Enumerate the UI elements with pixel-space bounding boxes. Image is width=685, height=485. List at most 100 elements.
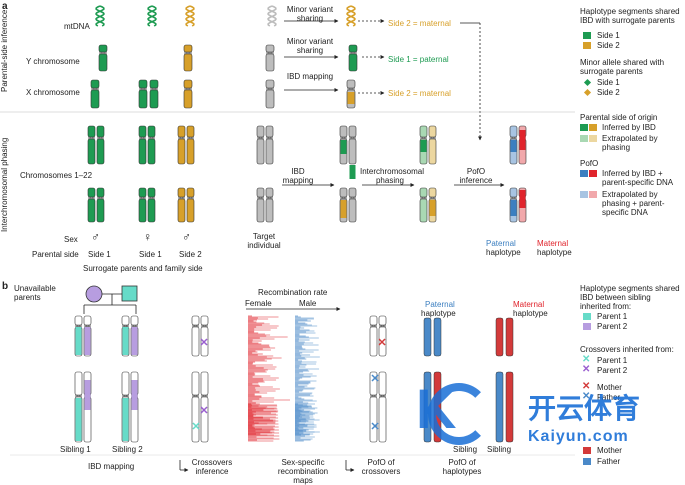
- watermark-sub: Kaiyun.com: [528, 428, 629, 445]
- sib2-s2: [131, 327, 138, 355]
- step-recomb-maps: Sex-specific recombination maps: [277, 458, 329, 485]
- surrogate-caption: Surrogate parents and family side: [83, 264, 203, 273]
- pofo-cross-top-l: [369, 315, 378, 357]
- legend-swatch-pofo-pat-light: [580, 191, 588, 198]
- paternal-label-a: Paternal: [486, 239, 516, 248]
- auto-pofo-seg-1: [510, 140, 517, 152]
- mtdna-helix-2: [147, 5, 157, 27]
- x-chrom-side2-centromere: [183, 87, 193, 91]
- auto-side1-m-bot-r-centromere: [96, 196, 105, 200]
- target-caption: Target individual: [247, 232, 281, 250]
- legend-a-pofo-extrap: Extrapolated by phasing + parent-specifi…: [602, 190, 665, 217]
- legend-b-father: Father: [597, 457, 621, 466]
- sib2-top-r-centromere: [130, 324, 139, 328]
- auto-side2-bot-l-arm-p: [177, 187, 186, 198]
- mtdna-helix-1-strand-2: [95, 5, 105, 27]
- arrow-label-y: Minor variant sharing: [286, 37, 334, 55]
- auto-phased-top-r-centromere: [428, 136, 437, 140]
- column-label-1: Side 1: [88, 250, 111, 259]
- auto-side1-m-top-l: [87, 125, 96, 165]
- row-label-autosomes: Chromosomes 1–22: [20, 171, 93, 180]
- arrow-label-ibd: IBD mapping: [282, 167, 314, 185]
- sib2-s3: [122, 398, 129, 441]
- pedigree-mother: [85, 285, 103, 303]
- auto-side2-bot-l-centromere: [177, 196, 186, 200]
- legend-a-inferred: Inferred by IBD: [602, 123, 656, 132]
- auto-side1-f-top-r-arm-q: [147, 138, 156, 165]
- cross-bot-l-centromere: [191, 394, 200, 398]
- panel-a-label: a: [2, 1, 8, 12]
- auto-side2-top-r-arm-q: [186, 138, 195, 165]
- auto-side2-bot-l-arm-q: [177, 198, 186, 223]
- sex-symbol-1: ♂: [91, 230, 100, 244]
- x-chrom-side1-c-arm-p: [149, 79, 159, 89]
- result-mt: Side 2 = maternal: [388, 19, 451, 28]
- auto-ibd-bot-l-centromere: [339, 196, 348, 200]
- auto-target-bot-l-arm-q: [256, 198, 265, 223]
- sib1-top-l-arm-p: [74, 315, 83, 326]
- maternal-haplotype-a: haplotype: [537, 248, 572, 257]
- x-chrom-side1-b-centromere: [138, 87, 148, 91]
- auto-side1-m-top-r-arm-q: [96, 138, 105, 165]
- auto-pofo-seg-3: [510, 200, 517, 216]
- legend-b-ibd-title: Haplotype segments shared IBD between si…: [580, 284, 680, 311]
- mtdna-helix-2-strand-1: [147, 5, 157, 27]
- auto-side1-m-top-l-arm-p: [87, 125, 96, 138]
- sib1-s4: [84, 380, 91, 410]
- auto-ibd-bot-r-centromere: [348, 196, 357, 200]
- legend-b-cross-mother: Mother: [597, 383, 622, 392]
- auto-pofo-bot-l-arm-p: [509, 187, 518, 198]
- cross-bot-r-arm-q: [200, 396, 209, 443]
- auto-target-top-l: [256, 125, 265, 165]
- auto-target-top-r-centromere: [265, 136, 274, 140]
- auto-side1-f-bot-r: [147, 187, 156, 223]
- sib2-bot-l-centromere: [121, 394, 130, 398]
- maternal-label-a: Maternal: [537, 239, 569, 248]
- auto-side1-f-top-r-arm-p: [147, 125, 156, 138]
- sex-symbol-3: ♂: [182, 230, 191, 244]
- legend-swatch-pofo-mat: [589, 170, 597, 177]
- legend-swatch-mother: [583, 447, 591, 454]
- mtdna-helix-2-strand-2: [147, 5, 157, 27]
- auto-side2-bot-r-arm-q: [186, 198, 195, 223]
- y-chrom-target-centromere: [265, 51, 275, 55]
- panel-b-label: b: [2, 281, 9, 292]
- x-chrom-target: [265, 79, 275, 109]
- mtdna-helix-result-strand-1: [346, 5, 356, 27]
- auto-side1-m-top-r: [96, 125, 105, 165]
- sib2-top-l-arm-p: [121, 315, 130, 326]
- cross-bot-l-arm-p: [191, 371, 200, 396]
- legend-swatch-side2: [583, 42, 591, 49]
- sib2-s4: [131, 380, 138, 410]
- auto-pofo-seg-4: [519, 190, 526, 208]
- sib1-s3: [75, 398, 82, 441]
- x-chrom-side1-b-arm-p: [138, 79, 148, 89]
- paternal-haplotype-b: haplotype: [421, 309, 456, 318]
- auto-ibd-top-l-arm-p: [339, 125, 348, 138]
- y-chrom-target: [265, 44, 275, 72]
- auto-target-top-r-arm-p: [265, 125, 274, 138]
- auto-side1-m-bot-l: [87, 187, 96, 223]
- auto-side1-f-bot-r-arm-p: [147, 187, 156, 198]
- auto-target-bot-l-arm-p: [256, 187, 265, 198]
- auto-side1-m-bot-l-centromere: [87, 196, 96, 200]
- auto-ibd-bot-r: [348, 187, 357, 223]
- cross-bot-r-centromere: [200, 394, 209, 398]
- y-chrom-side1: [98, 44, 108, 72]
- maternal-label-b: Maternal: [513, 300, 545, 309]
- x-chrom-result-segment: [347, 92, 355, 104]
- mtdna-helix-3: [185, 5, 195, 27]
- auto-side1-m-top-l-centromere: [87, 136, 96, 140]
- y-chrom-result-arm-q: [348, 53, 358, 72]
- auto-side2-bot-r-centromere: [186, 196, 195, 200]
- legend-a-pofo-title: PofO: [580, 159, 599, 168]
- pofo-cross-mark-2: [371, 374, 379, 382]
- sibling-2-label: Sibling 2: [112, 445, 143, 454]
- unavailable-parents: Unavailable parents: [14, 284, 56, 302]
- row-label-parental-side: Parental side: [32, 250, 79, 259]
- x-chrom-side1-a-centromere: [90, 87, 100, 91]
- hap-pat-1-top: [423, 317, 432, 357]
- auto-side1-f-bot-l-centromere: [138, 196, 147, 200]
- female-label: Female: [245, 299, 272, 308]
- y-chrom-result: [348, 44, 358, 72]
